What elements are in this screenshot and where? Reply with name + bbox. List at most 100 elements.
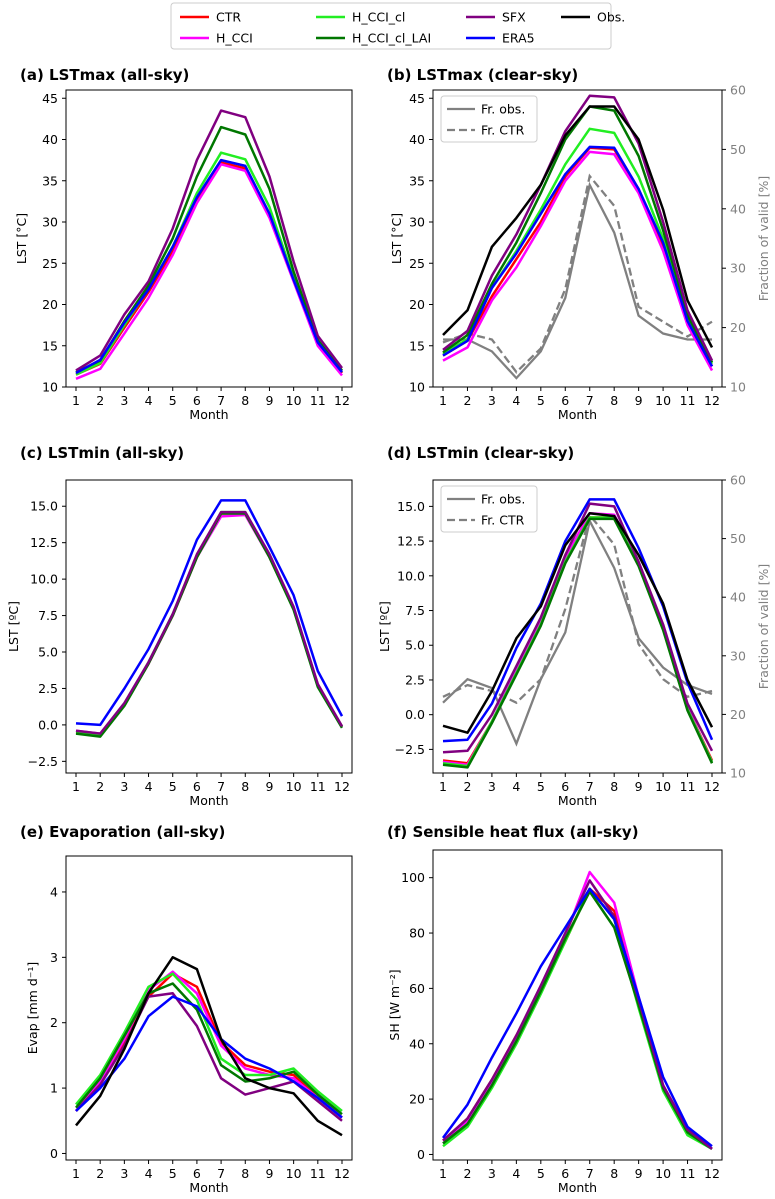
x-tick-label: 3 [120,1166,128,1181]
inner-legend-label: Fr. CTR [481,513,525,528]
inner-legend-label: Fr. obs. [481,492,525,507]
legend-label-H_CCI_cl: H_CCI_cl [352,10,405,25]
y-tick-label: 3 [50,950,58,965]
y-tick-label: 30 [409,215,425,230]
axes-frame [432,849,723,1161]
x-tick-label: 7 [217,779,225,794]
y-tick-label: 2.5 [38,681,58,696]
series-era5-line [75,499,344,727]
right-y-tick-label: 30 [730,648,746,663]
x-axis-label: Month [189,793,228,808]
x-tick-label: 7 [586,779,594,794]
x-tick-label: 10 [655,779,671,794]
y-tick-label: 20 [42,297,58,312]
right-y-tick-label: 20 [730,707,746,722]
y-tick-label: 45 [42,91,58,106]
x-tick-label: 11 [680,779,696,794]
right-y-tick-label: 30 [730,261,746,276]
x-tick-label: 8 [241,779,249,794]
y-tick-label: 35 [409,173,425,188]
x-tick-label: 8 [610,1166,618,1181]
series-sfx-line [75,109,343,372]
axes-frame [432,479,723,774]
y-axis-label: SH [W m⁻²] [387,969,402,1040]
x-tick-label: 11 [310,393,326,408]
series-ctr-line [75,161,343,376]
x-tick-label: 9 [265,779,273,794]
x-tick-label: 2 [96,393,104,408]
legend-label-CTR: CTR [216,10,241,25]
y-tick-label: 45 [409,91,425,106]
y-axis-label: LST [°C] [389,213,404,264]
y-tick-label: 0 [50,1146,58,1161]
y-tick-label: 2.5 [405,672,425,687]
x-tick-label: 7 [217,1166,225,1181]
y-axis-label: LST [ºC] [6,601,21,652]
y-tick-label: 30 [42,215,58,230]
x-tick-label: 9 [265,393,273,408]
x-tick-label: 1 [439,393,447,408]
y-tick-label: 12.5 [30,535,58,550]
series-h_cci_cl-line [75,972,343,1112]
axes-frame [432,89,723,388]
x-tick-label: 10 [286,1166,302,1181]
x-tick-label: 5 [537,779,545,794]
x-tick-label: 8 [610,779,618,794]
series-era5-line [75,158,343,375]
x-tick-label: 1 [72,1166,80,1181]
x-tick-label: 4 [512,393,520,408]
x-tick-label: 9 [635,393,643,408]
x-tick-label: 7 [586,1166,594,1181]
right-y-tick-label: 10 [730,380,746,395]
y-tick-label: 20 [409,297,425,312]
x-tick-label: 6 [561,1166,569,1181]
y-tick-label: 5.0 [405,638,425,653]
x-tick-label: 12 [334,779,350,794]
series-frobs-line [443,181,712,380]
y-axis-label: Evap [mm d⁻¹] [25,962,40,1055]
x-tick-label: 4 [512,779,520,794]
x-axis-label: Month [558,1180,597,1195]
top-legend: CTR H_CCI H_CCI_cl H_CCI_cl_LAI SFX ERA5 Obs. [170,2,625,50]
legend-label-Obs.: Obs. [597,10,625,25]
y-tick-label: 12.5 [397,534,425,549]
y-tick-label: 2 [50,1015,58,1030]
series-h_cci-line [442,150,714,372]
x-tick-label: 2 [96,1166,104,1181]
series-h_cci_cl_lai-line [75,982,343,1116]
right-y-tick-label: 50 [730,142,746,157]
series-h_cci_cl-line [442,887,713,1150]
x-tick-label: 10 [655,1166,671,1181]
x-tick-label: 1 [439,1166,447,1181]
x-tick-label: 8 [610,393,618,408]
y-tick-label: 0.0 [405,707,425,722]
panel-f-title: (f) Sensible heat flux (all-sky) [387,823,639,841]
x-tick-label: 6 [193,393,201,408]
y-tick-label: 15 [409,338,425,353]
series-h_cci_cl_lai-line [442,517,714,769]
right-y-tick-label: 60 [730,473,746,488]
panel-c: (c) LSTmin (all-sky)1 2 3 4 5 6 7 8 9 10 11 12Month… [6,444,353,808]
panel-c-title: (c) LSTmin (all-sky) [20,444,184,462]
y-tick-label: 10.0 [397,568,425,583]
y-tick-label: 1 [50,1081,58,1096]
y-axis-label: LST [ºC] [377,601,392,652]
x-tick-label: 6 [193,1166,201,1181]
x-tick-label: 9 [635,1166,643,1181]
y-axis-label: LST [°C] [14,213,29,264]
x-tick-label: 12 [704,779,720,794]
panel-e-title: (e) Evaporation (all-sky) [20,823,225,841]
y-tick-label: 15.0 [30,499,58,514]
x-tick-label: 3 [488,1166,496,1181]
right-y-axis-label: Fraction of valid [%] [756,176,771,301]
right-y-tick-label: 40 [730,590,746,605]
y-tick-label: 80 [409,926,425,941]
right-y-tick-label: 60 [730,83,746,98]
y-tick-label: 10 [409,380,425,395]
x-tick-label: 5 [169,393,177,408]
x-tick-label: 11 [680,1166,696,1181]
y-tick-label: 10.0 [30,572,58,587]
y-tick-label: 7.5 [405,603,425,618]
x-tick-label: 12 [334,1166,350,1181]
